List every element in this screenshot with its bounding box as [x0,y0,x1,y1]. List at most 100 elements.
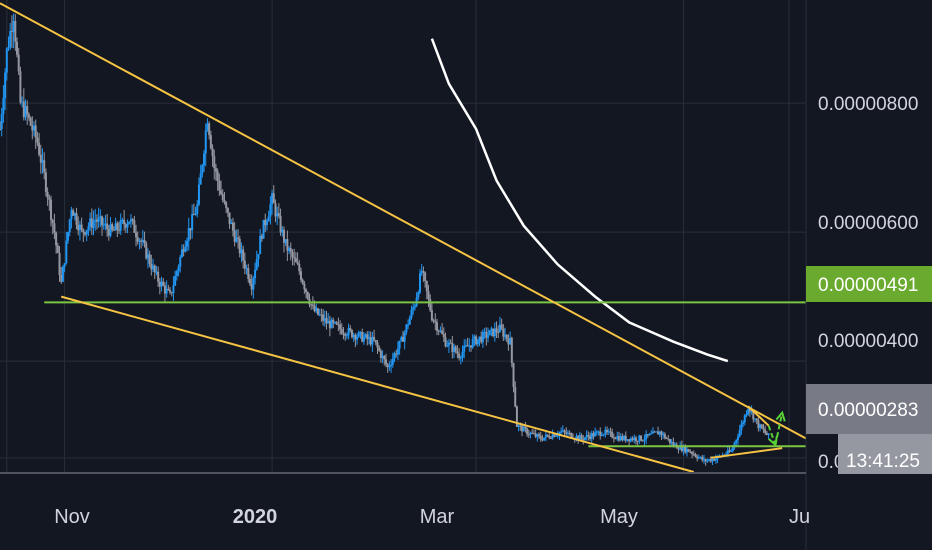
candle-body [629,438,632,442]
candle-body [609,431,612,433]
candle-body [67,232,70,241]
candle-body [16,41,19,55]
candle-body [133,220,136,233]
candle-body [333,322,336,324]
candle-body [362,337,365,342]
candle-body [135,232,138,238]
candle-body [357,332,360,337]
candle-body [694,454,697,457]
candle-body [145,243,148,259]
candle-body [685,449,688,453]
candle-body [657,431,660,435]
candle-body [109,224,112,236]
candle-body [233,230,236,242]
candle-body [709,459,712,462]
candle-body [651,431,654,434]
candle-body [699,456,702,458]
candle-body [682,446,685,452]
candle-body [560,431,563,433]
candle-body [752,411,755,420]
candle-body [464,345,467,347]
candle-body [759,424,762,429]
candle-body [750,411,753,413]
candle-body [607,431,610,433]
candle-body [493,328,496,337]
price-axis[interactable]: 0.00000800 0.00000600 0.00000400 0.0 [818,94,918,473]
time-axis[interactable]: Nov 2020 Mar May Ju [54,506,810,528]
candle-body [337,324,340,326]
candle-body [621,436,624,440]
candle-body [245,268,248,270]
candle-body [238,238,241,254]
candle-body [376,342,379,348]
candle-body [225,202,228,208]
candle-body [162,281,165,286]
candle-body [402,337,404,342]
candle-body [310,304,313,306]
candle-body [410,309,413,318]
candle-body [697,457,700,459]
candle-body [60,275,63,282]
candle-body [150,263,153,270]
candle-body [527,434,530,436]
candle-body [708,459,711,461]
candle-body [223,199,226,203]
candle-body [289,248,292,253]
candle-body [517,425,520,427]
candle-body [158,281,161,287]
candle-body [293,257,296,259]
candle-body [616,436,619,439]
candle-body [114,223,117,231]
candle-body [471,339,474,348]
candle-body [281,229,284,233]
candle-body [470,345,473,348]
candle-body [325,318,328,324]
candle-body [606,429,609,433]
candle-body [536,434,539,437]
candle-body [339,324,342,330]
candle-body [570,433,573,438]
trendline-lower-channel [60,295,695,473]
candle-body [2,98,5,115]
candle-body [318,314,321,316]
candle-body [670,442,673,444]
candle-body [371,336,374,345]
candle-body [152,265,155,270]
trendline-flag-top [747,405,770,427]
candle-body [419,273,422,293]
candle-body [436,322,439,331]
candle-body [119,220,122,231]
candle-body [374,340,377,343]
candle-body [177,266,180,272]
y-tick-label: 0.00000400 [818,331,918,352]
candle-body [538,434,541,436]
candle-body [366,334,369,340]
candle-body [429,298,432,311]
candle-body [702,459,705,461]
candle-body [726,450,729,455]
candle-body [345,335,348,337]
candle-body [386,364,389,367]
candle-body [487,335,490,338]
candle-body [43,160,46,173]
candle-body [33,125,36,131]
candle-body [201,165,204,174]
candle-body [106,223,109,230]
level-price-badge: 0.00000491 [806,266,932,302]
candle-body [532,433,535,435]
candle-body [118,229,121,231]
candle-body [391,358,394,365]
candle-body [220,190,223,195]
candle-body [140,240,143,242]
x-tick-label: 2020 [233,506,278,528]
candle-body [638,435,641,442]
candle-body [590,433,593,439]
candle-body [68,219,71,233]
candle-body [736,436,739,440]
candle-body [556,435,559,437]
candle-body [454,346,457,352]
candle-body [451,342,454,352]
candle-body [476,339,479,345]
candle-body [738,430,741,437]
